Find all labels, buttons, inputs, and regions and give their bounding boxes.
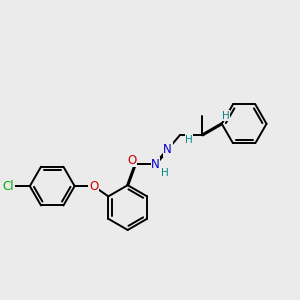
Text: N: N — [151, 158, 160, 171]
Text: O: O — [89, 180, 98, 193]
Text: H: H — [160, 168, 168, 178]
Text: H: H — [222, 111, 230, 121]
Text: H: H — [185, 135, 193, 145]
Text: Cl: Cl — [3, 180, 14, 193]
Text: O: O — [127, 154, 136, 167]
Text: N: N — [164, 143, 172, 156]
